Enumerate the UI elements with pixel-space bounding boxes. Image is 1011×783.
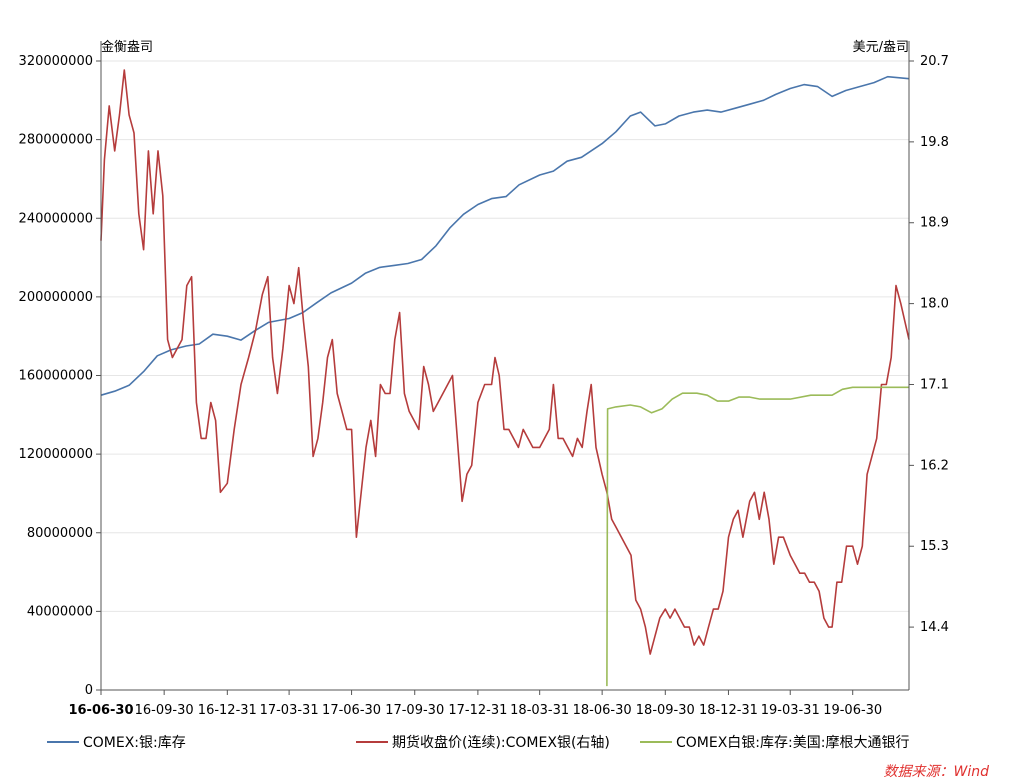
right-axis-unit: 美元/盎司	[853, 40, 909, 55]
right-tick-label: 15.3	[920, 539, 949, 554]
left-tick-label: 80000000	[27, 526, 93, 541]
left-axis-unit: 金衡盎司	[101, 39, 153, 55]
left-tick-label: 160000000	[19, 369, 93, 384]
x-tick-label: 19-03-31	[761, 703, 820, 718]
series-layer	[100, 69, 910, 687]
axes: 0 40000000 80000000 120000000 160000000 20000…	[19, 41, 949, 718]
legend-label-1: COMEX:银:库存	[83, 735, 186, 751]
left-tick-label: 0	[85, 683, 93, 698]
x-tick-label: 18-06-30	[573, 703, 632, 718]
x-tick-label: 17-06-30	[322, 703, 381, 718]
series-line-1	[100, 75, 910, 396]
x-tick-label: 17-12-31	[448, 703, 507, 718]
series-line-3	[606, 386, 909, 687]
right-tick-label: 17.1	[920, 377, 949, 392]
right-tick-label: 18.0	[920, 297, 949, 312]
left-tick-label: 280000000	[19, 133, 93, 148]
series-line-2	[100, 69, 910, 655]
horizontal-gridlines	[101, 60, 909, 612]
x-tick-label: 19-06-30	[823, 703, 882, 718]
right-tick-label: 14.4	[920, 620, 949, 635]
left-tick-label: 200000000	[19, 290, 93, 305]
legend: COMEX:银:库存 期货收盘价(连续):COMEX银(右轴) COMEX白银:库存…	[47, 734, 909, 751]
left-tick-label: 320000000	[19, 54, 93, 69]
x-tick-label: 17-03-31	[260, 703, 319, 718]
left-tick-label: 240000000	[19, 211, 93, 226]
right-tick-label: 19.8	[920, 135, 949, 150]
x-tick-label: 17-09-30	[385, 703, 444, 718]
x-tick-label: 16-06-30	[68, 703, 133, 718]
right-tick-label: 16.2	[920, 458, 949, 473]
x-tick-label: 16-09-30	[135, 703, 194, 718]
x-tick-label: 18-03-31	[510, 703, 569, 718]
x-tick-label: 18-12-31	[699, 703, 758, 718]
left-tick-label: 120000000	[19, 447, 93, 462]
right-tick-label: 20.7	[920, 54, 949, 69]
legend-label-3: COMEX白银:库存:美国:摩根大通银行	[676, 734, 909, 751]
source-note: 数据来源：Wind	[884, 764, 990, 780]
x-tick-label: 16-12-31	[198, 703, 257, 718]
x-tick-label: 18-09-30	[636, 703, 695, 718]
right-tick-label: 18.9	[920, 216, 949, 231]
left-tick-label: 40000000	[27, 604, 93, 619]
legend-label-2: 期货收盘价(连续):COMEX银(右轴)	[392, 734, 610, 751]
